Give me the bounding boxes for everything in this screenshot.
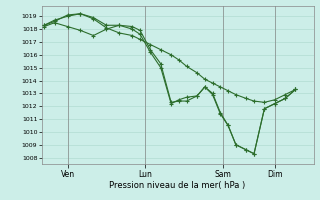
X-axis label: Pression niveau de la mer( hPa ): Pression niveau de la mer( hPa ) [109, 181, 246, 190]
